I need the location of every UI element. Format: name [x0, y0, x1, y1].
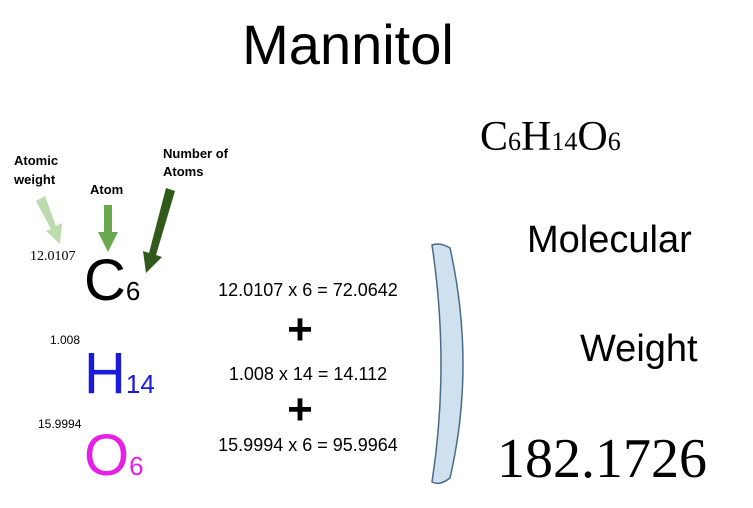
bracket [431, 243, 464, 485]
element-symbol: H14 [84, 341, 155, 406]
formula-symbol: O [577, 114, 607, 160]
arrow [143, 188, 175, 273]
atomic-weight: 15.9994 [38, 417, 82, 431]
element-letter: H [84, 341, 126, 406]
element-symbol: O6 [84, 423, 144, 488]
result-label: Weight [580, 328, 698, 370]
operator: + [287, 305, 313, 354]
operator: + [287, 385, 313, 434]
formula-count: 14 [551, 127, 577, 156]
formula-symbol: C [480, 114, 508, 160]
element-count: 6 [126, 276, 140, 306]
equation: 1.008 x 14 = 14.112 [229, 364, 387, 384]
arrow [36, 196, 62, 244]
result-value: 182.1726 [497, 428, 707, 490]
atomic-weight: 12.0107 [30, 249, 76, 264]
element-letter: C [84, 248, 126, 313]
element-count: 14 [126, 369, 155, 399]
element-letter: O [84, 423, 129, 488]
title: Mannitol [242, 13, 454, 76]
annotation: Number of [163, 146, 229, 161]
arrow [98, 205, 118, 252]
equation: 15.9994 x 6 = 95.9964 [218, 435, 398, 455]
formula: C6H14O6 [480, 114, 621, 160]
element-count: 6 [129, 451, 143, 481]
element-symbol: C6 [84, 248, 140, 313]
atomic-weight: 1.008 [50, 333, 80, 347]
result-label: Molecular [527, 219, 692, 261]
formula-symbol: H [521, 114, 551, 160]
formula-count: 6 [608, 127, 621, 156]
annotation: Atoms [163, 164, 203, 179]
equation: 12.0107 x 6 = 72.0642 [218, 280, 398, 300]
annotation: weight [13, 172, 56, 187]
annotation: Atom [90, 182, 123, 197]
annotation: Atomic [14, 153, 58, 168]
formula-count: 6 [508, 127, 521, 156]
